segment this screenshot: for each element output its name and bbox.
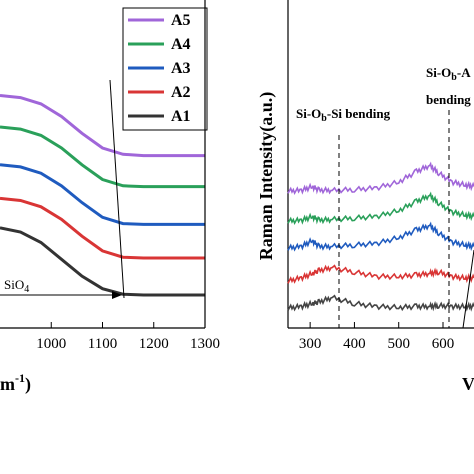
left-x-axis-title: m-1) [0,371,31,395]
left-series-A3 [0,163,205,226]
left-series-A5 [0,94,205,158]
legend-label-A3: A3 [171,60,191,77]
left-tick-label: 1200 [139,336,169,352]
left-series-A2 [0,196,205,260]
left-tick-label: 1300 [190,336,220,352]
right-tick-label: 300 [299,336,322,352]
right-annotation-2-line2: bending [426,92,471,107]
right-annotation-2: Si-Ob-A [426,65,471,83]
right-series-A5 [287,161,474,196]
left-arrow-head [112,291,122,299]
right-guide-line [462,249,474,329]
right-x-ticks: 300 400 500 600 [299,322,454,352]
right-y-axis-title: Raman Intensity(a.u.) [256,92,277,261]
legend-label-A1: A1 [171,108,191,125]
right-tick-label: 600 [432,336,455,352]
left-tick-label: 1100 [88,336,117,352]
right-series-A2 [287,264,474,284]
left-series-A1 [0,226,205,297]
left-series-group [0,94,205,297]
left-guide-line [109,79,125,299]
right-tick-label: 500 [387,336,410,352]
left-x-ticks: 1000 1100 1200 1300 [36,322,220,352]
left-tick-label: 1000 [36,336,66,352]
right-annotation-1: Si-Ob-Si bending [296,106,391,124]
right-tick-label: 400 [343,336,366,352]
right-series-A4 [287,191,474,226]
right-series-group [287,161,474,312]
right-x-axis-title: V [462,374,474,394]
left-series-A4 [0,125,205,189]
right-series-A1 [287,294,474,312]
right-chart: Raman Intensity(a.u.) Si-Ob-Si bending S… [256,0,474,394]
left-chart: SiO4 A5 A4 A3 A2 A1 1000 1100 1200 1300 m-1) [0,0,220,395]
right-series-A3 [287,221,474,252]
legend-label-A5: A5 [171,12,191,29]
left-annotation: SiO4 [4,277,29,295]
legend-label-A2: A2 [171,84,191,101]
left-legend-box [122,7,208,131]
legend-label-A4: A4 [171,36,191,53]
left-legend: A5 A4 A3 A2 A1 [128,12,191,125]
